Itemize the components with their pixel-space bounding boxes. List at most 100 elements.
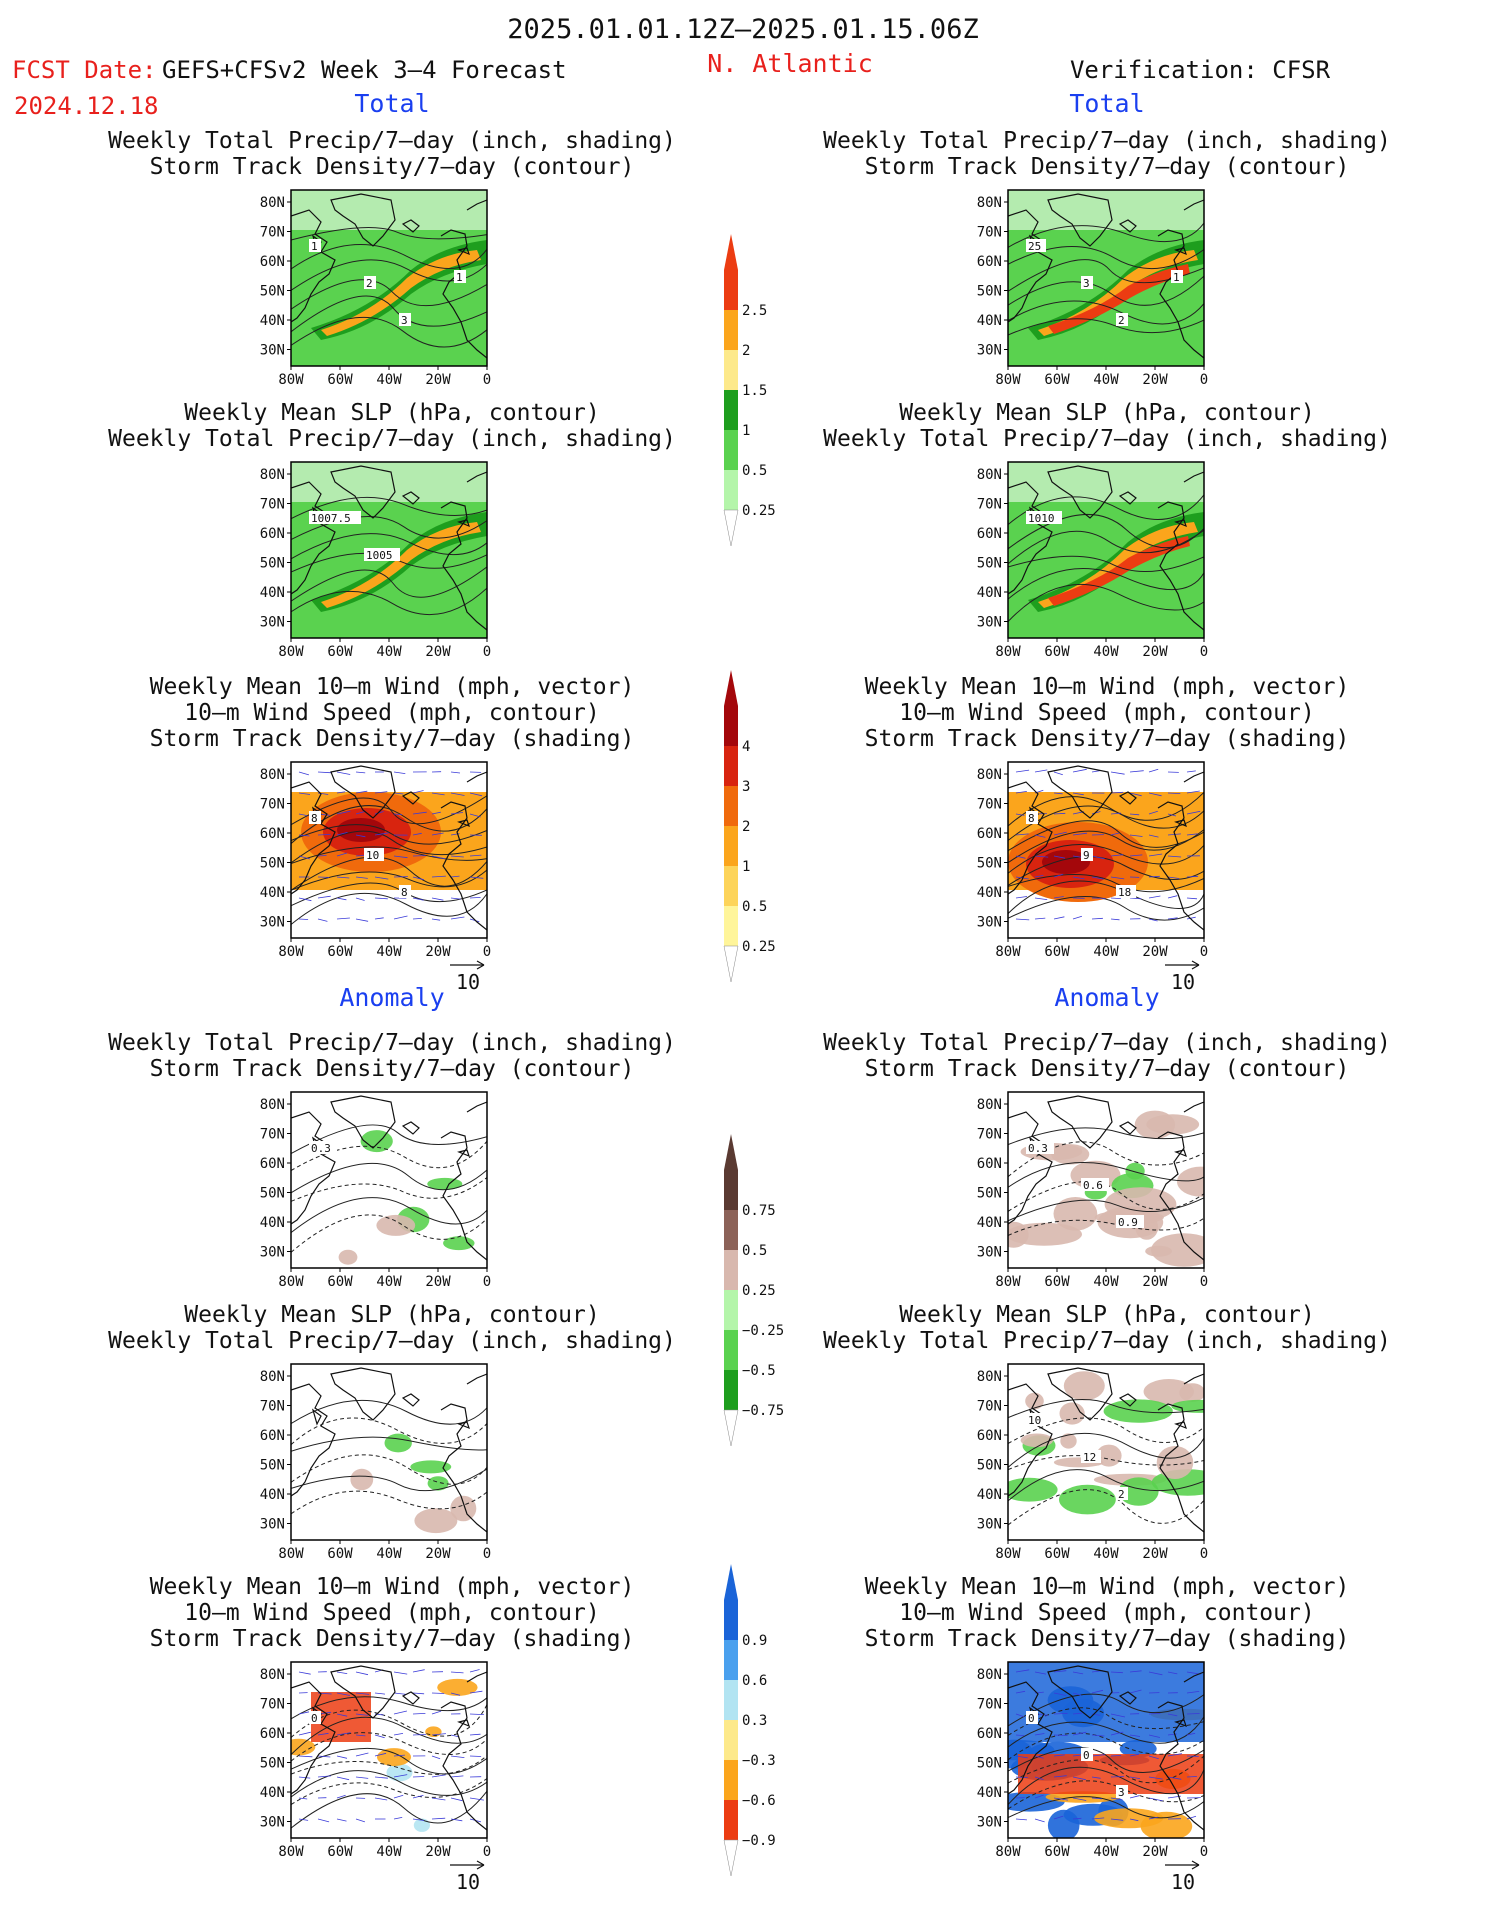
y-tick-label: 60N [260,526,285,542]
colorbar-level: 1 [742,423,750,439]
y-tick-label: 80N [977,1369,1002,1385]
map-area: 8 10 8 80N 70N 60N 50N 40N 30N 80W 60W 40W 20W 0 [260,761,491,960]
x-tick-label: 0 [1200,644,1208,660]
wind-vector [355,1671,369,1676]
colorbar-level: −0.75 [742,1403,784,1419]
colorbar-segment [724,866,738,906]
wind-vector [1129,1818,1139,1822]
contour-line [291,1755,487,1775]
wind-vector [1091,1689,1104,1694]
wind-vector [298,1671,311,1675]
panel-verif-total-precip: Weekly Total Precip/7–day (inch, shading… [823,128,1391,388]
coastline [440,1131,487,1261]
coastlines [1008,765,1204,931]
contour-label-bg [1026,1413,1046,1426]
wind-vector [1110,832,1120,836]
coastline [1008,1383,1053,1497]
panel-title-line: Storm Track Density/7–day (contour) [865,154,1350,180]
wind-vector [1091,1734,1105,1737]
wind-vector [1034,769,1048,773]
map-area: 8 9 18 80N 70N 60N 50N 40N 30N 80W 60W 40W 20W 0 [977,761,1208,960]
x-tick-label: 20W [1142,944,1168,960]
precip-north [1008,190,1204,230]
contour-label: 0.6 [1083,1179,1103,1192]
wind-vector [298,813,308,816]
y-tick-label: 30N [260,1517,285,1533]
wind-vector [1110,1671,1123,1674]
coastline [1183,1101,1204,1113]
anom-patch [1060,1433,1077,1449]
contour-line [1008,494,1204,525]
x-tick-label: 80W [278,1274,304,1290]
wind-vectors [1015,1669,1201,1823]
x-tick-label: 60W [327,372,353,388]
contour-line [291,243,487,270]
wind-vector [1091,1754,1105,1757]
wind-vector [1110,791,1124,794]
y-tick-label: 60N [260,1428,285,1444]
contour-label-bg [1081,1178,1109,1191]
wind-vector [355,918,369,922]
y-tick-label: 60N [977,1156,1002,1172]
wind-vector [298,1731,311,1736]
y-tick-label: 40N [260,885,285,901]
map-area: 0 80N 70N 60N 50N 40N 30N 80W 60W 40W 20W 0 [260,1661,491,1860]
coastline [330,1367,396,1421]
colorbar-level: 2.5 [742,303,767,319]
contour-label-bg [1116,1215,1144,1228]
wind-vector [1167,1776,1182,1780]
contour-line [1008,1469,1204,1502]
wind-vector [1129,1795,1140,1799]
contour-line [1008,1197,1204,1222]
wind-vector [1015,1690,1026,1694]
region-label: N. Atlantic [707,49,873,78]
wind-vector [298,834,310,837]
coastline [291,209,336,323]
anom-patch [1047,1809,1080,1838]
wind-vector [1148,1734,1160,1738]
wind-vector [374,876,389,880]
anom-patch [1156,1446,1194,1479]
panel-title-line: Weekly Total Precip/7–day (inch, shading… [108,1030,676,1056]
wind-vector [355,811,365,815]
wind-vector [1110,1713,1126,1718]
y-tick-label: 40N [977,585,1002,601]
wind-vector [1167,1753,1182,1757]
y-tick-label: 40N [977,1215,1002,1231]
anom-patch [1059,1402,1085,1425]
wind-vector [298,1776,311,1779]
contour-line [291,1214,487,1253]
x-tick-label: 0 [483,1274,491,1290]
anom-patch [414,1508,458,1534]
wind-vector [298,771,310,776]
wind-vector [1053,792,1063,795]
section-anomaly-right: Anomaly [1054,983,1159,1012]
panel-title-line: Weekly Mean SLP (hPa, contour) [899,1302,1314,1328]
x-tick-label: 60W [1044,1844,1070,1860]
contour-label-bg [364,848,384,861]
wind-vector [1186,770,1196,773]
wind-vector [469,813,481,818]
wind-vector [1186,916,1196,920]
vector-ref-head [476,1860,485,1870]
contour-label: 10 [1028,1414,1041,1427]
y-tick-label: 70N [260,1697,285,1713]
wind-vector [1015,813,1025,816]
contour-line [1008,1417,1204,1445]
y-tick-label: 60N [977,526,1002,542]
wind-vector [450,1692,461,1696]
wind-vector [1015,918,1030,921]
wind-vector [336,897,347,901]
wind-vector [393,1733,404,1736]
contour-label-bg [1026,511,1062,524]
anom-patch [450,1495,477,1522]
colorbar-precip-anom: 0.75 0.5 0.25 −0.25 −0.5 −0.75 [723,1134,784,1447]
colorbar-segment [724,1370,738,1410]
wind-vector [1148,1671,1163,1676]
panel-title-line: Weekly Mean SLP (hPa, contour) [899,400,1314,426]
anom-patch [350,1468,374,1491]
wind-vector [412,1795,424,1799]
coastline [1047,193,1113,247]
contour-label: 0.9 [1118,1216,1138,1229]
wind-vector [317,1755,331,1758]
